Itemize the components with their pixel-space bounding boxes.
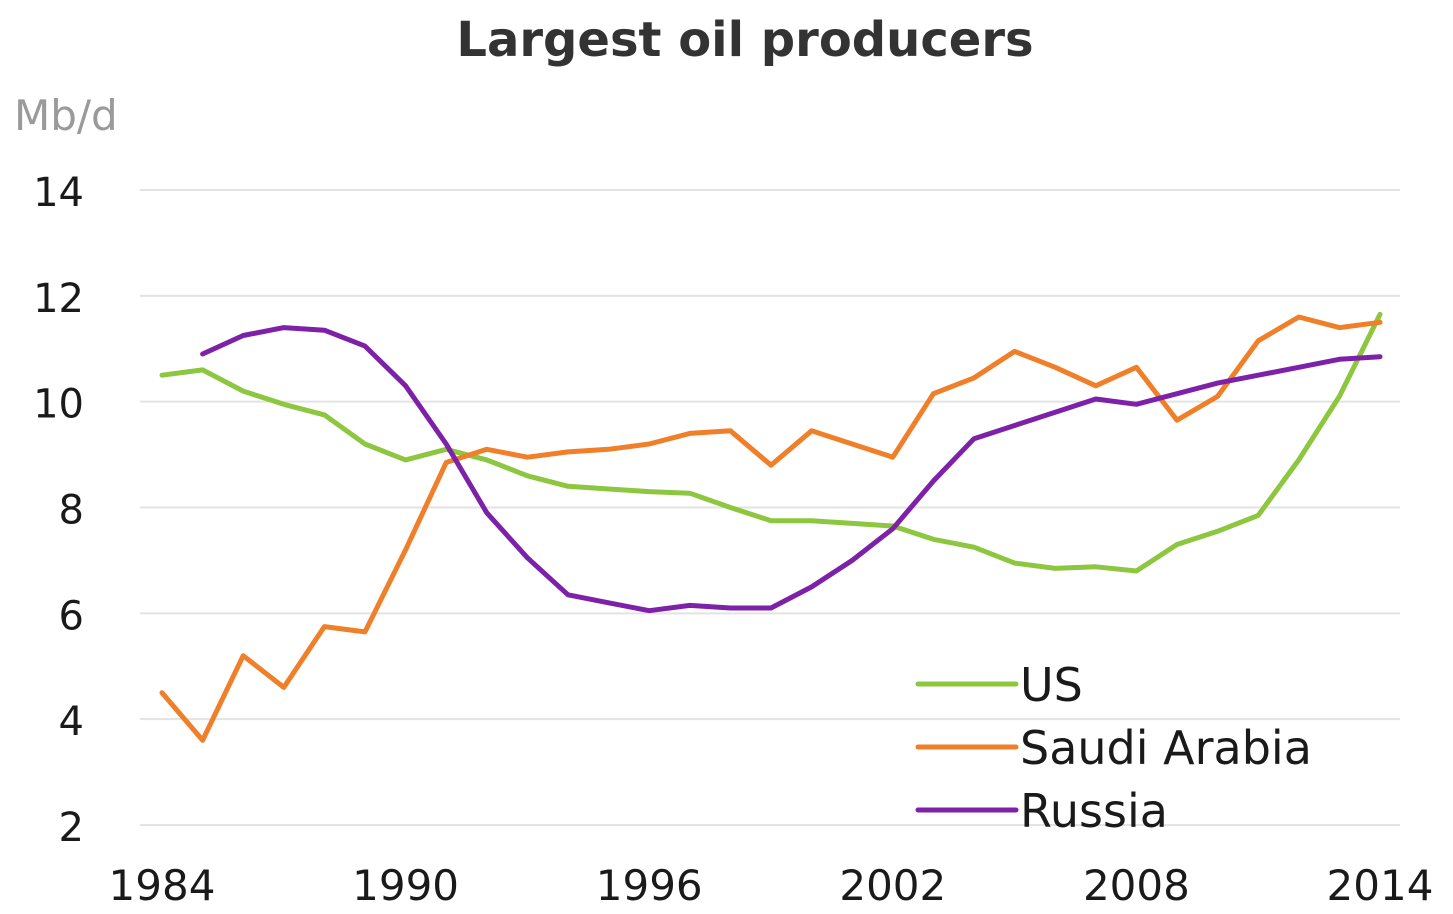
x-axis-ticks: 1984 1990 1996 2002 2008 2014 — [109, 861, 1434, 910]
legend-label: US — [1020, 658, 1083, 712]
series-line-saudi-arabia — [159, 314, 1383, 743]
legend-label: Russia — [1020, 784, 1168, 838]
x-tick-label: 1990 — [352, 861, 459, 910]
x-tick-label: 1984 — [109, 861, 216, 910]
x-tick-label: 2014 — [1327, 861, 1434, 910]
y-tick-label: 6 — [59, 593, 84, 639]
y-tick-label: 14 — [33, 170, 84, 216]
y-axis-label: Mb/d — [14, 91, 118, 140]
series-lines — [159, 311, 1383, 743]
chart-title: Largest oil producers — [456, 12, 1033, 68]
y-tick-label: 8 — [59, 488, 84, 534]
y-tick-label: 4 — [59, 699, 84, 745]
y-tick-label: 12 — [33, 276, 84, 322]
legend-label: Saudi Arabia — [1020, 721, 1312, 775]
series-line-russia — [200, 325, 1383, 614]
x-tick-label: 1996 — [596, 861, 703, 910]
y-axis-ticks: 2 4 6 8 10 12 14 — [33, 170, 84, 851]
legend: US Saudi Arabia Russia — [915, 658, 1312, 838]
y-tick-label: 10 — [33, 382, 84, 428]
x-tick-label: 2002 — [839, 861, 946, 910]
series-line-us — [159, 311, 1383, 574]
x-tick-label: 2008 — [1083, 861, 1190, 910]
gridlines — [140, 189, 1400, 826]
y-tick-label: 2 — [59, 805, 84, 851]
